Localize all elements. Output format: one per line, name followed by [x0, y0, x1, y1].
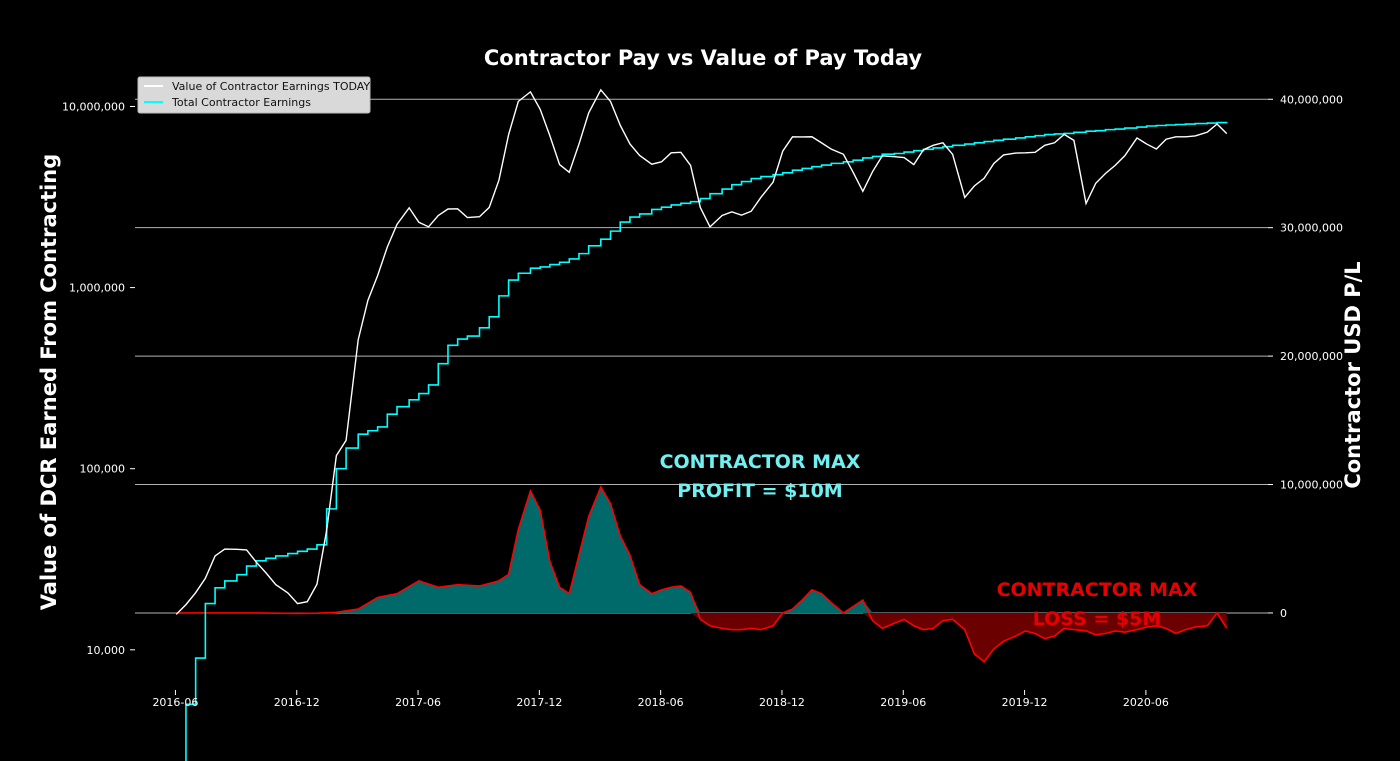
y-right-tick-label-4: 40,000,000: [1280, 93, 1343, 106]
annotations: CONTRACTOR MAX PROFIT = $10M CONTRACTOR …: [660, 451, 1198, 630]
series-lines: [175, 88, 1228, 761]
y-left-tick-label-2: 1,000,000: [69, 282, 125, 295]
x-tick-label-8: 2020-06: [1123, 696, 1169, 709]
legend-label-total-earnings: Total Contractor Earnings: [171, 96, 311, 109]
y-left-tick-label-1: 100,000: [80, 463, 126, 476]
y-right-tick-label-3: 30,000,000: [1280, 222, 1343, 235]
y-axis-left-ticks: 10,000 100,000 1,000,000 10,000,000: [62, 100, 135, 657]
x-tick-label-5: 2018-12: [759, 696, 805, 709]
annotation-max-loss-line2: LOSS = $5M: [1033, 608, 1162, 630]
legend-box: [137, 76, 371, 114]
series-line-earnings-today: [175, 88, 1228, 615]
x-tick-label-4: 2018-06: [638, 696, 684, 709]
y-axis-right-label: Contractor USD P/L: [1341, 261, 1365, 488]
y-right-tick-label-2: 20,000,000: [1280, 350, 1343, 363]
x-tick-label-3: 2017-12: [516, 696, 562, 709]
x-tick-label-2: 2017-06: [395, 696, 441, 709]
legend: Value of Contractor Earnings TODAY Total…: [137, 76, 371, 114]
y-axis-left-label: Value of DCR Earned From Contracting: [37, 154, 61, 611]
pl-loss-area: [176, 612, 1227, 662]
grid-lines: [135, 98, 1268, 614]
x-axis-ticks: 2016-06 2016-12 2017-06 2017-12 2018-06 2018-…: [152, 690, 1169, 709]
series-line-total-earnings: [185, 121, 1228, 761]
y-axis-right-ticks: 0 10,000,000 20,000,000 30,000,000 40,000,00…: [1268, 93, 1343, 620]
y-right-tick-label-0: 0: [1280, 607, 1287, 620]
chart-title: Contractor Pay vs Value of Pay Today: [484, 46, 923, 70]
y-right-tick-label-1: 10,000,000: [1280, 479, 1343, 492]
annotation-max-profit-line2: PROFIT = $10M: [677, 480, 842, 502]
pl-line: [176, 485, 1228, 663]
annotation-max-loss-line1: CONTRACTOR MAX: [997, 579, 1198, 601]
x-tick-label-1: 2016-12: [274, 696, 320, 709]
pl-areas: [176, 485, 1228, 663]
x-tick-label-0: 2016-06: [152, 696, 198, 709]
annotation-max-profit-line1: CONTRACTOR MAX: [660, 451, 861, 473]
y-left-tick-label-3: 10,000,000: [62, 100, 125, 113]
x-tick-label-6: 2019-06: [880, 696, 926, 709]
x-tick-label-7: 2019-12: [1002, 696, 1048, 709]
legend-label-earnings-today: Value of Contractor Earnings TODAY: [172, 80, 370, 93]
y-left-tick-label-0: 10,000: [87, 644, 126, 657]
